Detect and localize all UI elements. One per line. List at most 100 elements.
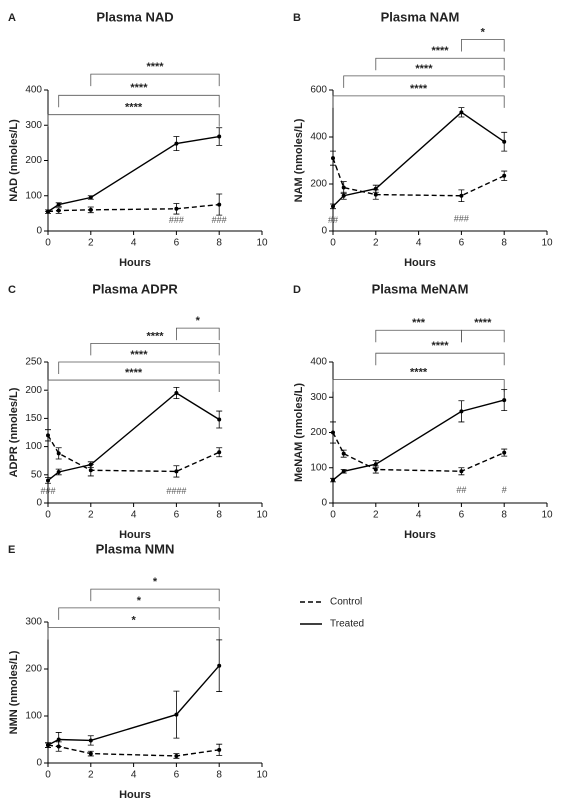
significance-bracket bbox=[461, 39, 505, 52]
y-tick-label: 300 bbox=[25, 120, 42, 131]
data-point bbox=[341, 469, 346, 474]
data-point bbox=[217, 417, 222, 422]
series-line bbox=[47, 744, 220, 757]
data-point bbox=[56, 737, 61, 742]
significance-label: * bbox=[196, 315, 201, 327]
series-line bbox=[47, 665, 220, 746]
x-tick-label: 6 bbox=[459, 510, 465, 521]
series-line bbox=[47, 434, 220, 473]
x-tick-label: 0 bbox=[330, 238, 336, 249]
significance-bracket bbox=[343, 75, 505, 88]
x-tick-label: 0 bbox=[330, 510, 336, 521]
data-point bbox=[56, 202, 61, 207]
x-axis-label: Hours bbox=[119, 529, 151, 541]
significance-bracket bbox=[90, 588, 220, 602]
significance-label: **** bbox=[431, 340, 449, 352]
x-tick-label: 8 bbox=[216, 770, 222, 781]
significance-bracket bbox=[58, 94, 220, 108]
data-point bbox=[341, 193, 346, 198]
data-point bbox=[459, 469, 464, 474]
y-tick-label: 100 bbox=[25, 711, 42, 722]
series-line bbox=[332, 399, 505, 481]
x-tick-label: 8 bbox=[216, 510, 222, 521]
significance-bracket bbox=[47, 114, 220, 127]
data-point bbox=[174, 469, 179, 474]
series-line bbox=[47, 203, 220, 213]
chart-title: Plasma NAM bbox=[381, 9, 460, 24]
x-tick-label: 2 bbox=[373, 238, 379, 249]
x-tick-label: 8 bbox=[501, 238, 507, 249]
hash-label: ## bbox=[456, 485, 466, 495]
y-axis-label: ADPR (nmoles/L) bbox=[8, 387, 20, 477]
data-point bbox=[174, 141, 179, 146]
significance-bracket bbox=[332, 95, 505, 108]
y-tick-label: 200 bbox=[25, 385, 42, 396]
x-tick-label: 0 bbox=[45, 238, 51, 249]
x-tick-label: 10 bbox=[256, 510, 268, 521]
data-point bbox=[331, 156, 335, 161]
data-point bbox=[331, 430, 335, 435]
data-point bbox=[174, 753, 179, 758]
chart-title: Plasma MeNAM bbox=[372, 281, 469, 296]
y-tick-label: 0 bbox=[321, 226, 327, 237]
y-tick-label: 300 bbox=[25, 617, 42, 628]
x-tick-label: 4 bbox=[416, 510, 422, 521]
data-point bbox=[502, 450, 507, 455]
x-tick-label: 2 bbox=[88, 238, 94, 249]
significance-label: * bbox=[481, 26, 486, 38]
significance-label: **** bbox=[410, 367, 428, 379]
data-point bbox=[373, 462, 378, 467]
y-axis-label: NAD (nmoles/L) bbox=[8, 119, 20, 202]
significance-label: **** bbox=[474, 317, 492, 329]
significance-label: * bbox=[153, 576, 158, 588]
data-point bbox=[46, 478, 50, 483]
x-tick-label: 8 bbox=[216, 238, 222, 249]
data-point bbox=[217, 202, 222, 207]
data-point bbox=[88, 207, 93, 212]
x-tick-label: 6 bbox=[174, 510, 180, 521]
data-point bbox=[502, 173, 507, 178]
data-point bbox=[88, 468, 93, 473]
y-axis-label: NMN (nmoles/L) bbox=[8, 650, 20, 734]
y-tick-label: 400 bbox=[25, 85, 42, 96]
x-tick-label: 10 bbox=[541, 238, 553, 249]
y-tick-label: 200 bbox=[25, 155, 42, 166]
data-point bbox=[174, 712, 179, 717]
x-tick-label: 10 bbox=[541, 510, 553, 521]
significance-label: **** bbox=[410, 83, 428, 95]
chart-title: Plasma NAD bbox=[96, 9, 173, 24]
x-tick-label: 2 bbox=[373, 510, 379, 521]
x-tick-label: 10 bbox=[256, 238, 268, 249]
y-tick-label: 300 bbox=[310, 392, 327, 403]
significance-label: * bbox=[131, 615, 136, 627]
series-line bbox=[332, 157, 505, 197]
significance-bracket bbox=[47, 379, 220, 393]
data-point bbox=[217, 747, 222, 752]
data-point bbox=[88, 195, 93, 200]
data-point bbox=[502, 139, 507, 144]
y-tick-label: 400 bbox=[310, 357, 327, 368]
data-point bbox=[341, 451, 346, 456]
x-tick-label: 4 bbox=[131, 510, 137, 521]
panel-label: D bbox=[293, 284, 301, 296]
y-tick-label: 100 bbox=[25, 190, 42, 201]
hash-label: # bbox=[502, 485, 507, 495]
y-tick-label: 200 bbox=[310, 179, 327, 190]
hash-label: #### bbox=[166, 486, 186, 496]
x-tick-label: 6 bbox=[174, 238, 180, 249]
y-tick-label: 100 bbox=[310, 462, 327, 473]
chart-panel: B Plasma NAM Hours NAM (nmoles/L) 0 200 400 600… bbox=[293, 9, 553, 268]
x-tick-label: 6 bbox=[174, 770, 180, 781]
significance-label: **** bbox=[130, 349, 148, 361]
y-tick-label: 0 bbox=[36, 758, 42, 769]
series-line bbox=[332, 111, 505, 207]
x-tick-label: 4 bbox=[131, 238, 137, 249]
series-line bbox=[47, 135, 220, 213]
significance-label: **** bbox=[125, 102, 143, 114]
x-tick-label: 8 bbox=[501, 510, 507, 521]
panel-label: B bbox=[293, 12, 301, 24]
